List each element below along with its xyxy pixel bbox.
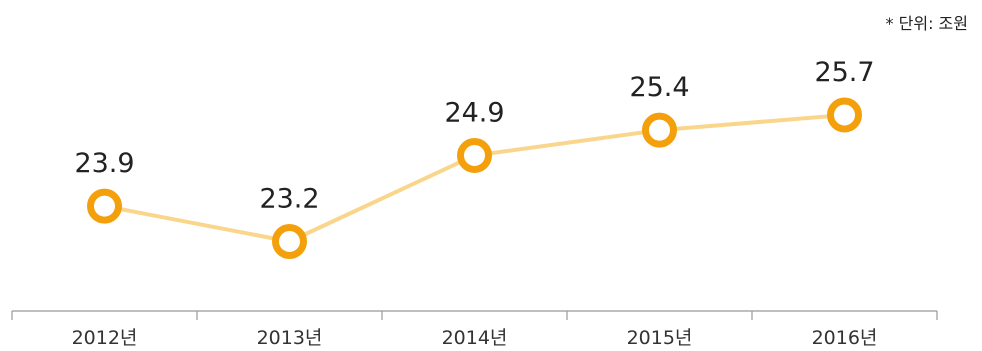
- x-tick-label: 2013년: [257, 327, 323, 349]
- data-label: 25.7: [814, 57, 874, 88]
- data-label: 23.2: [259, 184, 319, 215]
- x-tick-label: 2014년: [442, 327, 508, 349]
- data-label: 25.4: [629, 72, 689, 103]
- data-label: 24.9: [444, 97, 504, 128]
- data-label: 23.9: [74, 148, 134, 179]
- data-point: [457, 137, 492, 173]
- unit-note: * 단위: 조원: [885, 14, 968, 33]
- series-line: [102, 113, 847, 244]
- x-tick-label: 2016년: [812, 327, 878, 349]
- data-point: [87, 188, 122, 224]
- x-tick-label: 2015년: [627, 327, 693, 349]
- x-tick-label: 2012년: [72, 327, 138, 349]
- data-point: [272, 224, 307, 259]
- data-point: [827, 97, 862, 133]
- data-point: [642, 112, 677, 148]
